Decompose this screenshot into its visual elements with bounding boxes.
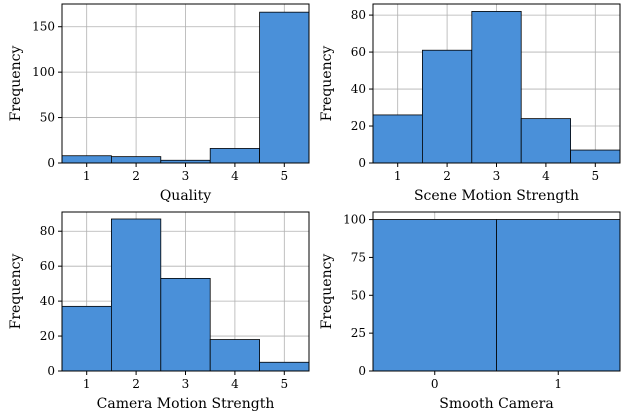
y-tick-label: 50: [40, 111, 55, 125]
chart-panel: 1 2 3 4 5 0 20 40 60 80 Camera Motion Strength Freq…: [8, 211, 310, 412]
y-axis-label: Frequency: [8, 254, 24, 330]
y-tick-label: 75: [351, 250, 366, 264]
y-tick-label: 100: [32, 65, 55, 79]
y-tick-label: 50: [351, 288, 366, 302]
x-tick-label: 5: [280, 169, 288, 183]
x-tick-label: 4: [231, 377, 239, 391]
y-tick-label: 80: [351, 8, 366, 22]
x-axis-label: Smooth Camera: [439, 396, 553, 412]
x-tick-label: 3: [493, 169, 501, 183]
x-tick-label: 5: [591, 169, 599, 183]
y-tick-label: 0: [358, 364, 366, 378]
x-tick-label: 4: [542, 169, 550, 183]
histogram-bar: [61, 305, 112, 372]
x-tick-label: 1: [394, 169, 402, 183]
histogram-bar: [160, 277, 211, 372]
x-tick-label: 4: [231, 169, 239, 183]
x-axis-label: Quality: [160, 188, 211, 204]
x-tick-label: 2: [132, 169, 140, 183]
histogram-bar: [259, 361, 310, 372]
histogram-bar: [111, 218, 162, 372]
histogram-bar: [61, 155, 112, 164]
histogram-bar: [496, 219, 621, 372]
histogram-bar: [520, 118, 572, 164]
x-tick-label: 2: [132, 377, 140, 391]
y-tick-label: 60: [351, 45, 366, 59]
histogram-bar: [372, 114, 423, 164]
y-tick-label: 150: [32, 20, 55, 34]
x-tick-label: 1: [83, 377, 91, 391]
chart-panel: 0 1 0 25 50 75 100 Smooth Camera Frequency: [319, 211, 621, 412]
histogram-bar: [209, 148, 260, 164]
histogram-bar: [111, 156, 162, 164]
y-tick-label: 25: [351, 326, 366, 340]
x-axis-label: Camera Motion Strength: [97, 396, 275, 412]
y-axis-label: Frequency: [319, 254, 335, 330]
y-tick-label: 100: [343, 213, 366, 227]
x-tick-label: 1: [83, 169, 91, 183]
y-tick-label: 20: [40, 329, 55, 343]
chart-panel: 1 2 3 4 5 0 20 40 60 80 Scene Motion Strength Frequ…: [319, 3, 621, 204]
y-axis-label: Frequency: [8, 46, 24, 122]
y-tick-label: 40: [40, 294, 55, 308]
x-tick-label: 3: [182, 169, 190, 183]
histogram-bar: [570, 149, 621, 164]
y-tick-label: 20: [351, 119, 366, 133]
histogram-bar: [209, 339, 260, 372]
y-tick-label: 80: [40, 224, 55, 238]
x-tick-label: 2: [443, 169, 451, 183]
y-axis-label: Frequency: [319, 46, 335, 122]
histogram-bar: [421, 49, 473, 164]
y-tick-label: 0: [358, 156, 366, 170]
histogram-bar: [259, 11, 310, 164]
x-tick-label: 0: [431, 377, 439, 391]
plot-frame: [372, 211, 621, 372]
y-tick-label: 0: [47, 364, 55, 378]
x-tick-label: 5: [280, 377, 288, 391]
histogram-bar: [471, 10, 522, 164]
x-axis-label: Scene Motion Strength: [414, 188, 579, 204]
y-tick-label: 40: [351, 82, 366, 96]
x-tick-label: 3: [182, 377, 190, 391]
y-tick-label: 0: [47, 156, 55, 170]
histogram-bar: [372, 219, 497, 372]
y-tick-label: 60: [40, 259, 55, 273]
x-tick-label: 1: [554, 377, 562, 391]
